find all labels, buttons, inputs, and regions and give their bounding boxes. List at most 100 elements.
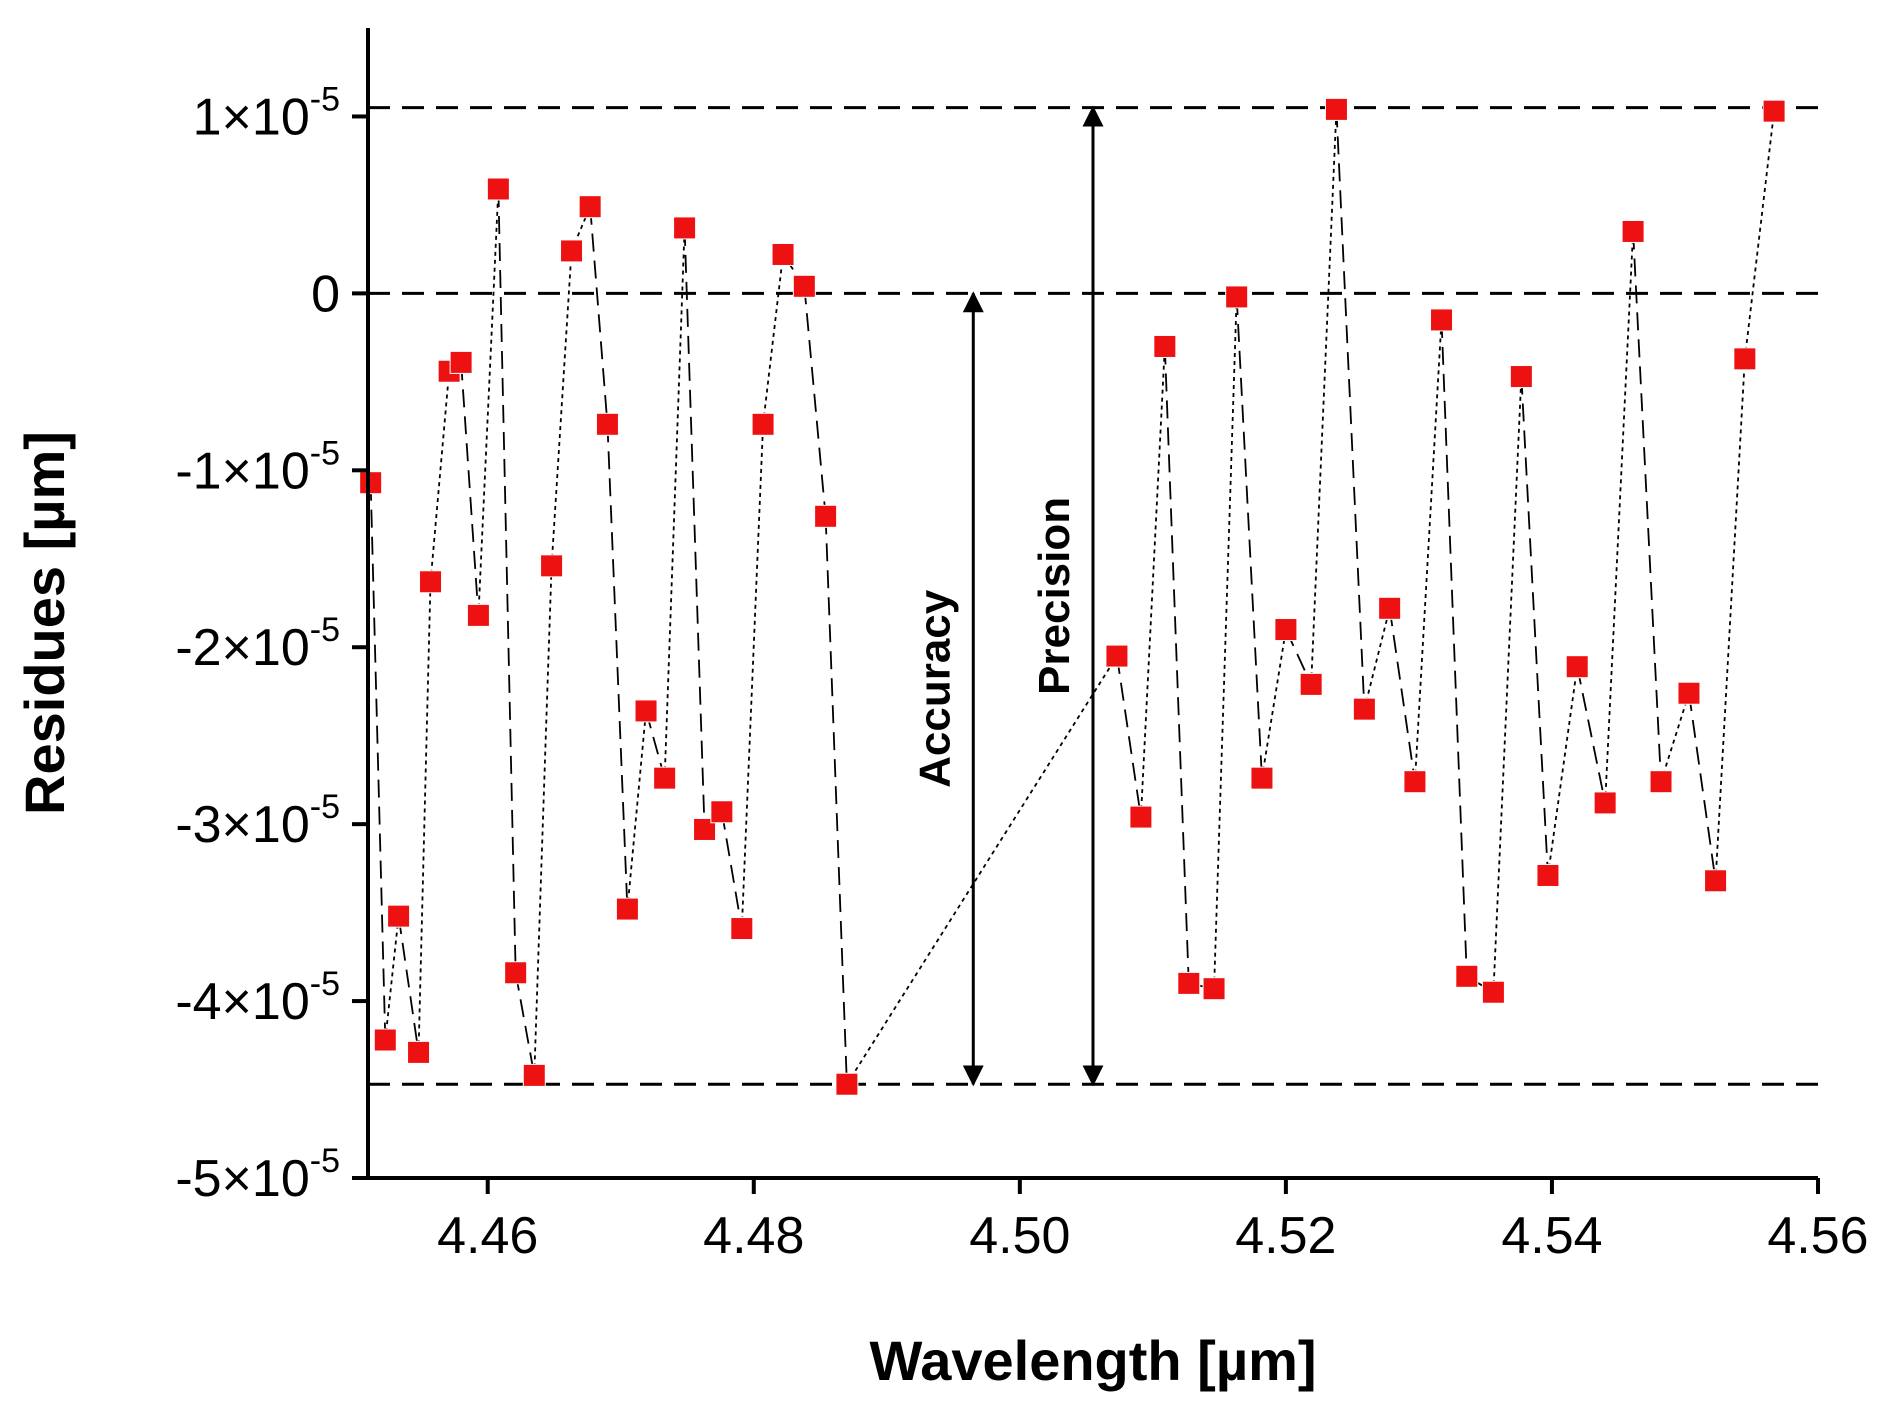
data-point — [710, 800, 734, 824]
y-tick-label: -2×10-5 — [175, 611, 340, 677]
data-point — [1177, 971, 1201, 995]
connector-line — [1440, 319, 1468, 977]
accuracy-label: Accuracy — [910, 589, 959, 788]
connector-line — [720, 811, 743, 929]
connector-line — [429, 371, 451, 582]
annotations: Accuracy Precision — [910, 105, 1104, 1087]
connector-line — [417, 581, 432, 1053]
x-axis-title: Wavelength [µm] — [869, 1329, 1316, 1392]
connector-line — [589, 206, 609, 425]
connector-line — [1213, 296, 1238, 989]
connector-line — [1414, 319, 1443, 782]
data-point — [1274, 618, 1298, 642]
connector-line — [1388, 608, 1416, 782]
data-point — [522, 1063, 546, 1087]
data-point — [835, 1072, 859, 1096]
precision-label: Precision — [1030, 497, 1079, 695]
connector-line — [369, 482, 387, 1041]
data-point — [792, 274, 816, 298]
data-point — [578, 195, 602, 219]
x-tick-label: 4.56 — [1767, 1207, 1868, 1265]
connector-line — [1116, 655, 1142, 818]
data-point — [1202, 977, 1226, 1001]
data-point — [751, 412, 775, 436]
data-point — [540, 554, 564, 578]
data-point — [1352, 697, 1376, 721]
data-point — [387, 904, 411, 928]
connector-line — [683, 227, 706, 830]
data-point — [693, 817, 717, 841]
data-point — [814, 504, 838, 528]
data-point — [1621, 219, 1645, 243]
data-point — [359, 471, 383, 495]
data-point — [730, 917, 754, 941]
x-tick-label: 4.46 — [437, 1207, 538, 1265]
data-points — [359, 97, 1786, 1096]
y-tick-label: -3×10-5 — [175, 788, 340, 854]
connector-line — [384, 916, 400, 1041]
connector-line — [1163, 346, 1190, 984]
data-point — [466, 603, 490, 627]
connector-line — [1261, 629, 1287, 779]
connector-line — [514, 972, 536, 1076]
data-point — [1299, 672, 1323, 696]
connector-line — [1492, 376, 1523, 993]
data-point — [407, 1040, 431, 1064]
connector-line — [533, 565, 553, 1076]
data-point — [1481, 980, 1505, 1004]
data-point — [771, 242, 795, 266]
connector-line — [497, 188, 517, 973]
connector-line — [1688, 693, 1717, 881]
data-point — [1593, 791, 1617, 815]
data-point — [595, 412, 619, 436]
data-point — [1129, 805, 1153, 829]
y-tick-label: -5×10-5 — [175, 1142, 340, 1208]
x-tick-label: 4.54 — [1501, 1207, 1602, 1265]
data-point — [560, 239, 584, 263]
data-point — [1250, 766, 1274, 790]
data-point — [1378, 596, 1402, 620]
connector-line — [1632, 231, 1662, 782]
connector-line — [740, 424, 764, 929]
data-point — [1403, 770, 1427, 794]
connector-line — [824, 516, 848, 1085]
connector-line — [1547, 666, 1579, 876]
data-point — [486, 177, 510, 201]
y-ticks: 1×10-5 0 -1×10-5 -2×10-5 -3×10-5 -4×10-5 -5×10… — [175, 80, 368, 1208]
connector-line — [460, 362, 480, 616]
x-ticks: 4.46 4.48 4.50 4.52 4.54 4.56 — [437, 1178, 1869, 1265]
connector-line — [1520, 376, 1549, 876]
data-point — [634, 699, 658, 723]
axes — [366, 28, 1818, 1180]
data-point — [1704, 869, 1728, 893]
connector-line — [606, 424, 629, 910]
y-tick-label: -4×10-5 — [175, 965, 340, 1031]
data-point — [1762, 99, 1786, 123]
y-tick-label: 0 — [311, 265, 340, 323]
connector-line — [477, 188, 500, 616]
data-point — [504, 961, 528, 985]
connector-line — [803, 286, 827, 517]
connector-line — [1139, 346, 1166, 818]
connector-line — [846, 655, 1118, 1085]
data-point — [1733, 347, 1757, 371]
connector-line — [1310, 109, 1338, 685]
data-point — [419, 570, 443, 594]
data-point — [673, 216, 697, 240]
data-point — [653, 766, 677, 790]
data-point — [1153, 334, 1177, 358]
y-axis-title: Residues [µm] — [13, 431, 76, 815]
connector-line — [1743, 111, 1775, 359]
connector-line — [1660, 692, 1690, 782]
data-point — [449, 350, 473, 374]
connector-line — [1363, 608, 1391, 710]
y-tick-label: -1×10-5 — [175, 434, 340, 500]
connector-line — [397, 916, 420, 1053]
connector-line — [663, 227, 686, 779]
data-point — [1430, 308, 1454, 332]
connector-line — [1235, 296, 1263, 779]
connector-line — [762, 254, 784, 425]
data-point — [1509, 365, 1533, 389]
connector-line — [1714, 358, 1746, 881]
